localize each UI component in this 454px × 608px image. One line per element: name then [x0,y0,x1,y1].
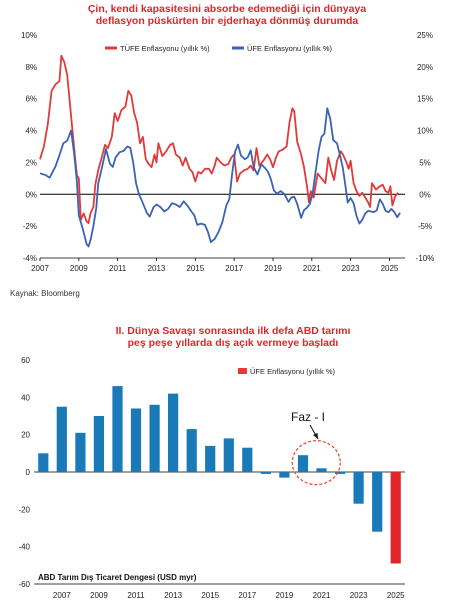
chart2-x-tick-label: 2025 [387,591,405,600]
chart2-bar [279,472,290,478]
chart2-bar [75,432,86,472]
chart1-x-tick-label: 2009 [70,264,88,273]
chart2-bars [38,386,401,564]
chart2-annotations: ÜFE Enflasyonu (yıllık %) Faz - I ABD Tarı… [38,367,341,582]
chart2-bar [112,386,123,472]
chart2-y-tick-label: 60 [21,356,30,365]
chart1-left-tick-label: 6% [25,95,37,104]
chart2-y-tick-label: -60 [18,580,30,589]
agri-trade-bar-chart: II. Dünya Savaşı sonrasında ilk defa ABD… [18,325,405,600]
chart1-x-tick-label: 2007 [31,264,49,273]
chart2-x-tick-label: 2021 [313,591,331,600]
chart2-bar [38,453,49,472]
chart1-axes: 10% 8% 6% 4% 2% 0% -2% -4% 25% 20% 15% 10% 5% 0% -5% -1… [21,31,434,273]
chart1-series-line-tufe [39,54,399,224]
chart1-x-tick-label: 2019 [264,264,282,273]
chart2-title-line2: peş peşe yıllarda dış açık vermeye başla… [128,337,339,349]
chart1-left-tick-label: 10% [21,31,37,40]
chart2-y-tick-label: 20 [21,431,30,440]
chart1-title-line1: Çin, kendi kapasitesini absorbe edemediğ… [88,3,366,15]
chart1-source: Kaynak: Bloomberg [10,289,80,298]
chart1-x-tick-label: 2017 [225,264,243,273]
chart2-bar [130,408,142,472]
chart1-right-tick-label: 15% [417,95,433,104]
chart2-bottom-label: ABD Tarım Dış Ticaret Dengesi (USD myr) [38,573,197,582]
chart2-x-tick-label: 2013 [164,591,182,600]
chart2-annotation-text: Faz - I [291,410,325,424]
chart2-bar [223,438,234,472]
chart1-right-tick-label: 5% [419,158,431,167]
chart1-left-tick-label: 0% [25,190,37,199]
chart1-right-tick-label: 0% [419,190,431,199]
chart2-x-tick-label: 2017 [238,591,256,600]
chart2-y-tick-label: 0 [26,468,31,477]
chart1-left-tick-label: 2% [25,158,37,167]
chart2-x-tick-label: 2015 [201,591,219,600]
chart2-y-tick-label: -20 [18,505,30,514]
chart2-bar [93,416,104,472]
chart2-bar [372,472,383,532]
chart2-bar [297,455,309,472]
chart2-bar [56,406,67,472]
chart1-x-tick-label: 2023 [342,264,360,273]
chart2-title-line1: II. Dünya Savaşı sonrasında ilk defa ABD… [116,325,351,337]
chart2-x-tick-label: 2009 [90,591,108,600]
chart1-legend-label: ÜFE Enflasyonu (yıllık %) [247,44,333,53]
chart1-right-tick-label: 10% [417,127,433,136]
chart1-x-tick-label: 2011 [109,264,127,273]
chart2-bar [186,429,197,472]
chart1-left-tick-label: 8% [25,63,37,72]
chart1-left-tick-label: -4% [23,254,37,263]
chart1-x-tick-label: 2025 [381,264,399,273]
chart2-bar [335,472,346,474]
chart2-axes: 60 40 20 0 -20 -40 -60 2007 2009 2011 2013 2015 2017… [18,356,405,600]
chart2-y-tick-label: -40 [18,543,30,552]
chart2-bar [205,445,216,472]
chart2-legend-label: ÜFE Enflasyonu (yıllık %) [250,367,336,376]
chart1-right-tick-label: -10% [416,254,435,263]
chart1-series [39,54,401,248]
chart2-bar [260,472,271,474]
chart1-legend: TÜFE Enflasyonu (yıllık %) ÜFE Enflasyonu… [105,44,333,53]
chart2-x-tick-label: 2011 [127,591,145,600]
chart1-right-tick-label: 25% [417,31,433,40]
chart1-title-line2: deflasyon püskürten bir ejderhaya dönmüş… [96,15,359,27]
chart1-right-tick-label: -5% [418,222,432,231]
chart2-bar [149,404,160,472]
chart2-legend-swatch [238,368,247,374]
chart2-highlight-circle [291,440,341,486]
inflation-line-chart: Çin, kendi kapasitesini absorbe edemediğ… [10,3,434,298]
chart1-left-tick-label: 4% [25,127,37,136]
chart2-bar [316,468,327,472]
chart1-right-tick-label: 20% [417,63,433,72]
chart2-x-tick-label: 2019 [276,591,294,600]
chart1-x-tick-label: 2015 [186,264,204,273]
chart1-series-line-ufe [39,107,401,248]
chart2-bar [353,472,364,504]
chart1-legend-label: TÜFE Enflasyonu (yıllık %) [120,44,210,53]
chart2-bar [168,393,179,472]
chart1-x-tick-label: 2013 [148,264,166,273]
chart2-bar [242,447,253,472]
chart2-y-tick-label: 40 [21,393,30,402]
chart2-annotation-arrowhead [313,433,318,439]
chart1-x-tick-label: 2021 [303,264,321,273]
chart2-x-tick-label: 2023 [350,591,368,600]
chart2-bar [390,472,401,564]
chart2-x-tick-label: 2007 [53,591,71,600]
chart1-left-tick-label: -2% [23,222,37,231]
